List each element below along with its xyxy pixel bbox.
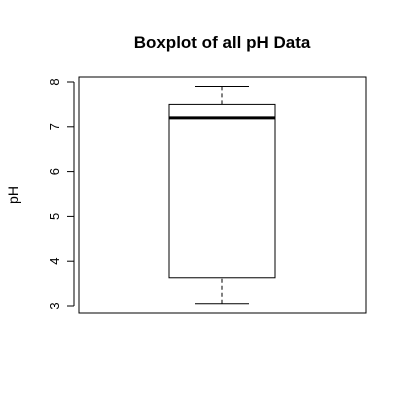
y-tick-label: 7 xyxy=(47,123,62,130)
plot-frame xyxy=(78,76,367,314)
y-tick-label: 5 xyxy=(47,213,62,220)
y-tick-label: 8 xyxy=(47,78,62,85)
interquartile-box xyxy=(168,103,276,279)
y-axis-label: pH xyxy=(5,186,21,204)
chart-title: Boxplot of all pH Data xyxy=(134,33,311,52)
y-tick-label: 6 xyxy=(47,168,62,175)
boxplot-series xyxy=(168,85,276,305)
y-tick-label: 3 xyxy=(47,302,62,309)
y-tick-label: 4 xyxy=(47,258,62,265)
y-axis-ticks: 3 4 5 6 7 8 xyxy=(47,78,74,310)
